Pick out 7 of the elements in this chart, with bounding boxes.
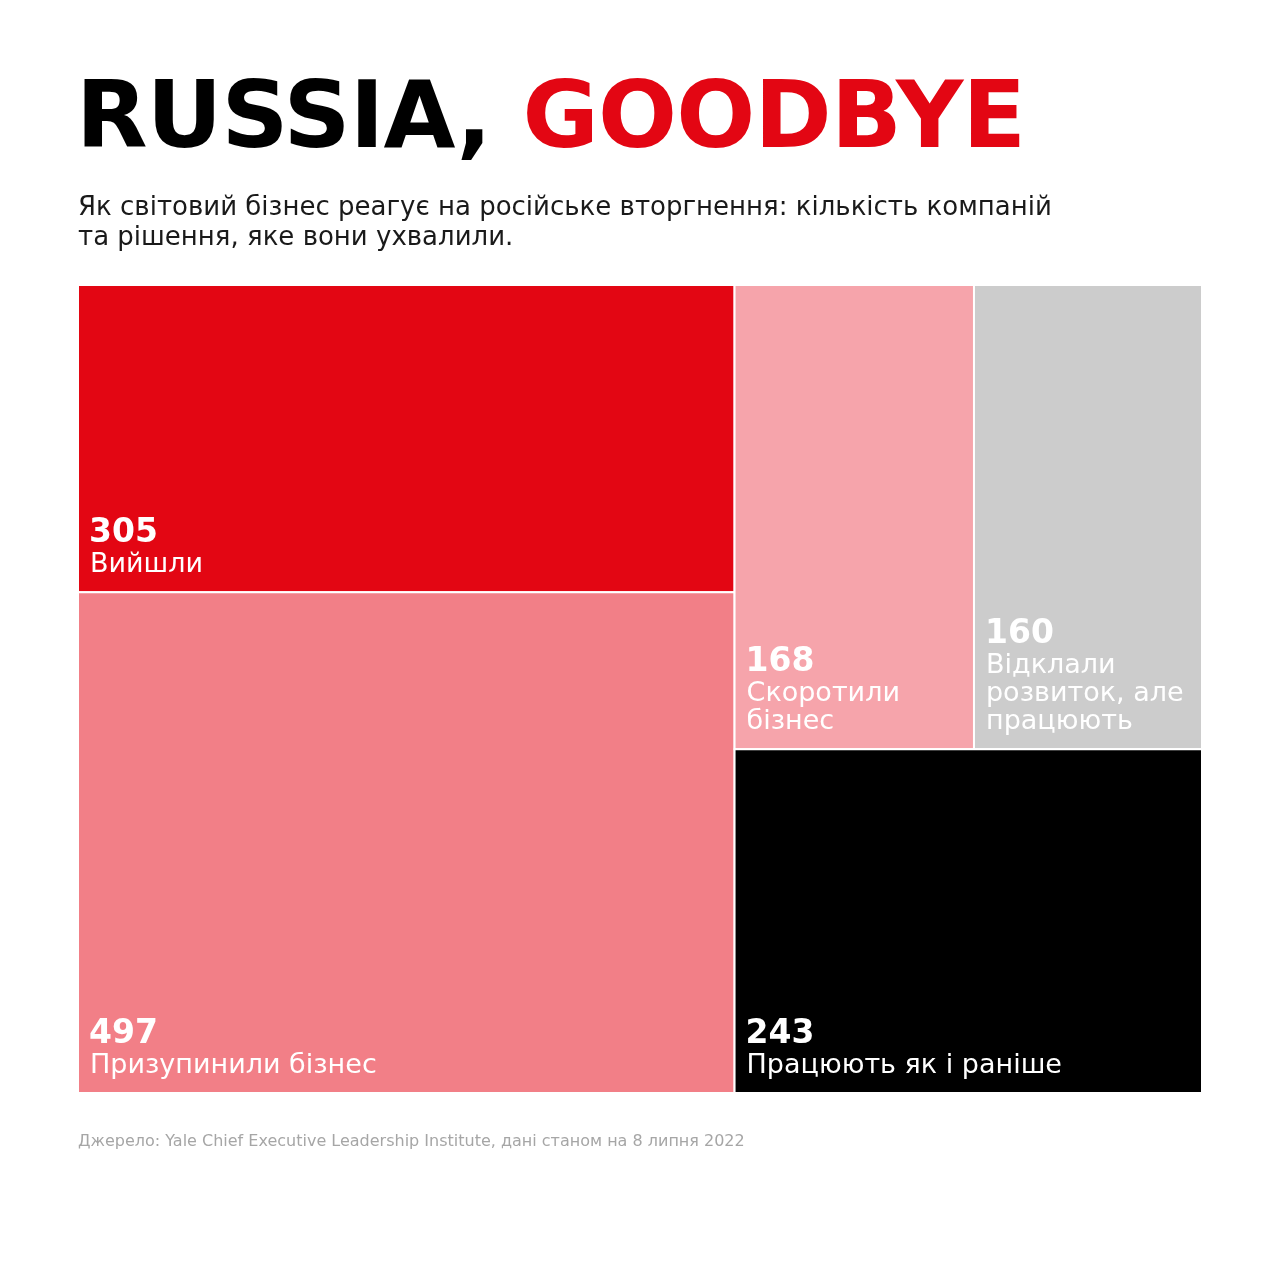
text: Джерело: Yale Chief Executive Leadership Institute, дані станом на 8 липня 2022 — [78, 1131, 745, 1150]
data-label: 243 — [745, 1012, 815, 1051]
text: Як світовий бізнес реагує на російське вторгнення: кількість компаній та рішення, яке вони ухвалили. — [78, 191, 1053, 251]
data-label: 497 — [89, 1012, 158, 1051]
category-label: Працюють як і раніше — [746, 1048, 1062, 1079]
category-label: Призупинили бізнес — [90, 1048, 377, 1079]
text: RUSSIA, GOODBYE — [76, 61, 1026, 169]
